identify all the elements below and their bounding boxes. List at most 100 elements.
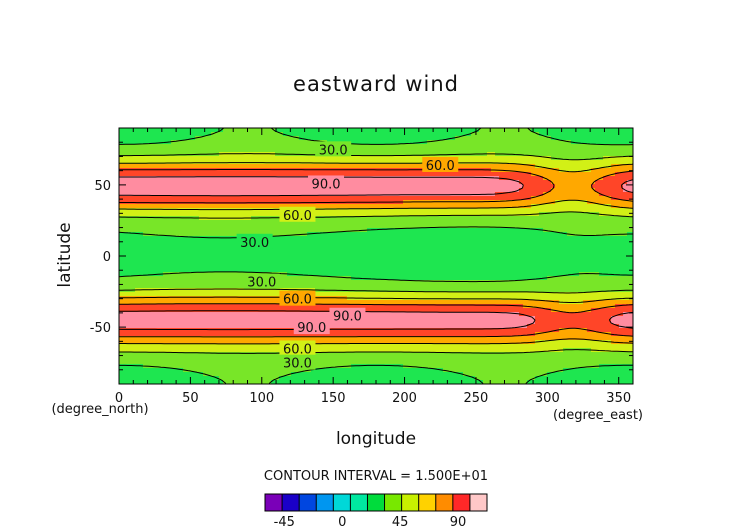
field-cell [375, 272, 380, 277]
field-cell [339, 164, 344, 169]
field-cell [371, 236, 376, 241]
field-cell [155, 220, 160, 225]
field-cell [287, 184, 292, 189]
field-cell [171, 148, 176, 153]
field-cell [483, 212, 488, 217]
field-cell [375, 260, 380, 265]
field-cell [543, 148, 548, 153]
field-cell [231, 140, 236, 145]
field-cell [443, 236, 448, 241]
field-cell [343, 240, 348, 245]
field-cell [275, 180, 280, 185]
field-cell [167, 220, 172, 225]
field-cell [491, 244, 496, 249]
field-cell [319, 272, 324, 277]
field-cell [143, 240, 148, 245]
field-cell [423, 204, 428, 209]
field-cell [279, 172, 284, 177]
field-cell [187, 140, 192, 145]
field-cell [395, 208, 400, 213]
field-cell [579, 200, 584, 205]
field-cell [275, 172, 280, 177]
field-cell [527, 244, 532, 249]
field-cell [343, 132, 348, 137]
field-cell [511, 248, 516, 253]
field-cell [571, 236, 576, 241]
field-cell [595, 268, 600, 273]
field-cell [591, 204, 596, 209]
field-cell [215, 244, 220, 249]
field-cell [407, 248, 412, 253]
field-cell [483, 272, 488, 277]
field-cell [331, 268, 336, 273]
field-cell [171, 196, 176, 201]
field-cell [531, 180, 536, 185]
field-cell [331, 156, 336, 161]
field-cell [271, 164, 276, 169]
field-cell [543, 200, 548, 205]
field-cell [399, 192, 404, 197]
field-cell [175, 208, 180, 213]
field-cell [295, 192, 300, 197]
field-cell [315, 172, 320, 177]
field-cell [287, 268, 292, 273]
field-cell [403, 244, 408, 249]
field-cell [291, 168, 296, 173]
field-cell [611, 136, 616, 141]
field-cell [283, 196, 288, 201]
field-cell [479, 228, 484, 233]
field-cell [175, 152, 180, 157]
field-cell [527, 208, 532, 213]
field-cell [407, 188, 412, 193]
field-cell [403, 248, 408, 253]
field-cell [599, 160, 604, 165]
field-cell [507, 168, 512, 173]
field-cell [275, 212, 280, 217]
field-cell [515, 272, 520, 277]
field-cell [287, 192, 292, 197]
field-cell [271, 260, 276, 265]
field-cell [579, 136, 584, 141]
field-cell [395, 176, 400, 181]
field-cell [363, 144, 368, 149]
field-cell [419, 192, 424, 197]
field-cell [135, 252, 140, 257]
field-cell [123, 152, 128, 157]
field-cell [555, 192, 560, 197]
field-cell [251, 224, 256, 229]
field-cell [187, 252, 192, 257]
field-cell [471, 208, 476, 213]
field-cell [495, 212, 500, 217]
field-cell [351, 132, 356, 137]
field-cell [383, 268, 388, 273]
field-cell [459, 240, 464, 245]
field-cell [375, 264, 380, 269]
field-cell [371, 216, 376, 221]
field-cell [235, 196, 240, 201]
field-cell [455, 228, 460, 233]
field-cell [259, 224, 264, 229]
field-cell [143, 192, 148, 197]
field-cell [391, 204, 396, 209]
field-cell [235, 220, 240, 225]
field-cell [387, 184, 392, 189]
field-cell [343, 176, 348, 181]
field-cell [547, 184, 552, 189]
field-cell [379, 236, 384, 241]
field-cell [599, 168, 604, 173]
field-cell [463, 248, 468, 253]
field-cell [471, 136, 476, 141]
field-cell [207, 204, 212, 209]
field-cell [611, 260, 616, 265]
field-cell [455, 276, 460, 281]
field-cell [559, 148, 564, 153]
field-cell [219, 228, 224, 233]
field-cell [167, 212, 172, 217]
field-cell [307, 136, 312, 141]
field-cell [487, 140, 492, 145]
field-cell [535, 224, 540, 229]
field-cell [595, 240, 600, 245]
field-cell [447, 268, 452, 273]
field-cell [619, 224, 624, 229]
field-cell [167, 148, 172, 153]
